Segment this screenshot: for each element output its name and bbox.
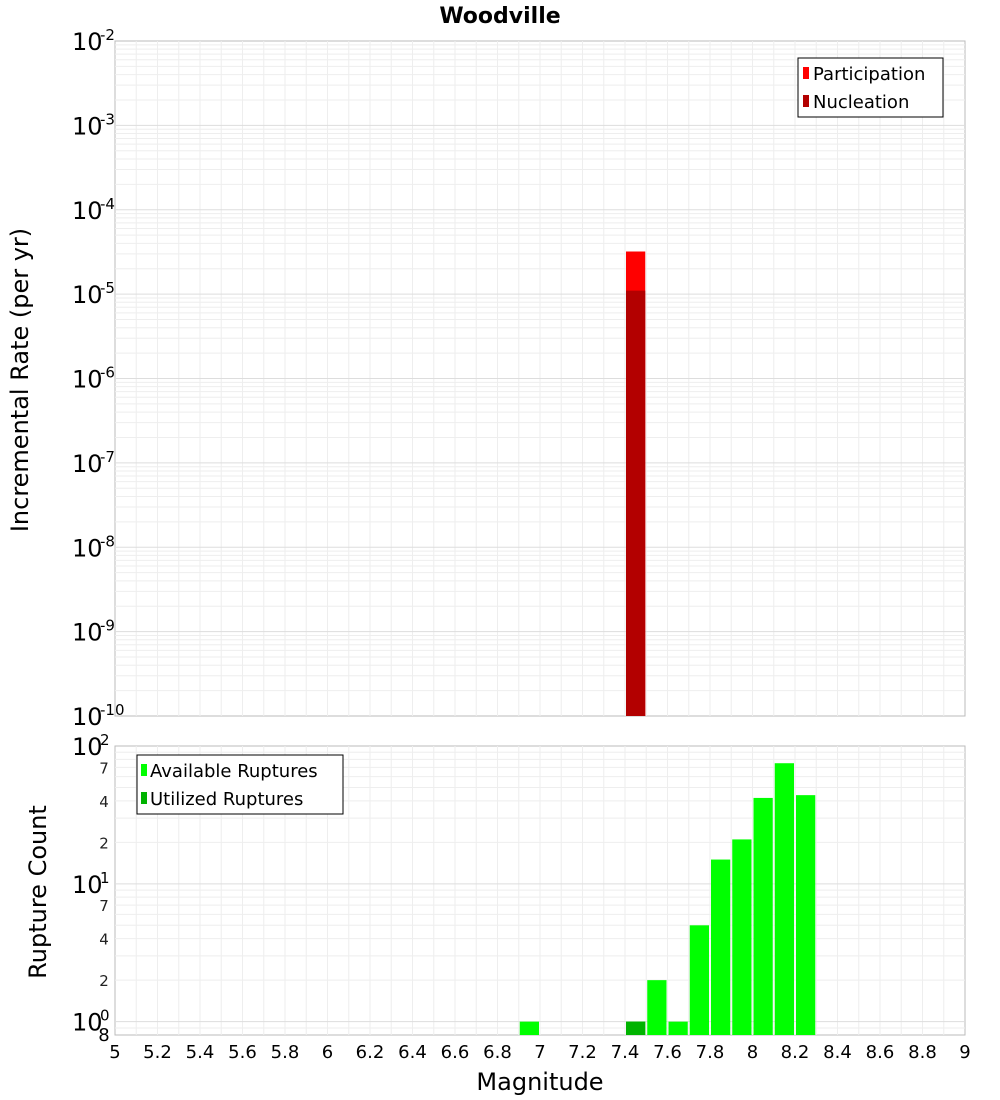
top-y-tick-base: 10 xyxy=(72,450,103,478)
x-tick-label: 5.2 xyxy=(143,1042,172,1063)
bottom-y-minor-tick-label: 4 xyxy=(99,793,109,811)
x-tick-label: 7.8 xyxy=(696,1042,725,1063)
bottom-bar-available-ruptures-7 xyxy=(753,797,773,1035)
top-y-tick-base: 10 xyxy=(72,366,103,394)
bottom-y-minor-tick-label: 2 xyxy=(99,972,109,990)
x-tick-label: 7 xyxy=(534,1042,545,1063)
bottom-bar-available-ruptures-4 xyxy=(689,925,709,1035)
bottom-y-minor-tick-label: 2 xyxy=(99,834,109,852)
bottom-y-axis-label: Rupture Count xyxy=(24,805,52,979)
x-tick-label: 8.8 xyxy=(908,1042,937,1063)
bottom-y-tick-base: 10 xyxy=(72,1009,103,1037)
bottom-bar-available-ruptures-6 xyxy=(732,839,752,1035)
top-y-tick-exponent: -5 xyxy=(100,279,115,297)
top-y-tick-exponent: -6 xyxy=(100,364,115,382)
x-tick-label: 7.4 xyxy=(611,1042,640,1063)
top-y-tick-labels: 10-210-310-410-510-610-710-810-910-10 xyxy=(72,26,125,731)
bottom-bar-available-ruptures-9 xyxy=(796,795,816,1035)
bottom-grid xyxy=(115,746,965,1035)
top-legend: Participation Nucleation xyxy=(797,57,944,118)
top-y-tick-base: 10 xyxy=(72,619,103,647)
bottom-bar-available-ruptures-2 xyxy=(647,980,667,1035)
bottom-legend: Available Ruptures Utilized Ruptures xyxy=(136,754,344,815)
bottom-bars xyxy=(519,763,816,1035)
bottom-y-minor-tick-label: 7 xyxy=(99,897,109,915)
legend-label-utilized: Utilized Ruptures xyxy=(150,789,303,810)
bottom-bar-available-ruptures-3 xyxy=(668,1021,688,1035)
x-tick-label: 5.6 xyxy=(228,1042,257,1063)
top-y-tick-base: 10 xyxy=(72,703,103,731)
top-legend-box xyxy=(797,57,944,118)
top-y-tick-base: 10 xyxy=(72,112,103,140)
top-y-tick-base: 10 xyxy=(72,197,103,225)
top-y-tick-exponent: -10 xyxy=(100,701,125,719)
top-y-tick-exponent: -2 xyxy=(100,26,115,44)
top-y-tick-exponent: -9 xyxy=(100,617,115,635)
bottom-y-minor-tick-label: 7 xyxy=(99,759,109,777)
top-bars xyxy=(626,251,646,716)
x-tick-label: 8.2 xyxy=(781,1042,810,1063)
bottom-legend-box xyxy=(136,754,344,815)
legend-label-available: Available Ruptures xyxy=(150,761,318,782)
bottom-y-tick-base: 10 xyxy=(72,871,103,899)
top-y-tick-base: 10 xyxy=(72,534,103,562)
x-tick-label: 6.6 xyxy=(441,1042,470,1063)
bottom-y-tick-exponent: 2 xyxy=(100,731,110,749)
x-axis-label: Magnitude xyxy=(476,1068,603,1096)
top-grid xyxy=(115,41,965,716)
x-tick-label: 6.4 xyxy=(398,1042,427,1063)
legend-swatch-participation xyxy=(803,67,809,79)
x-tick-label: 8 xyxy=(747,1042,758,1063)
bottom-y-tick-exponent: 1 xyxy=(100,869,110,887)
top-bar-nucleation-0 xyxy=(626,290,646,716)
bottom-bar-available-ruptures-5 xyxy=(711,859,731,1035)
x-tick-label: 7.2 xyxy=(568,1042,597,1063)
legend-label-participation: Participation xyxy=(813,64,925,85)
top-y-tick-base: 10 xyxy=(72,281,103,309)
x-tick-label: 8.4 xyxy=(823,1042,852,1063)
x-tick-label: 8.6 xyxy=(866,1042,895,1063)
top-y-tick-exponent: -7 xyxy=(100,448,115,466)
legend-swatch-nucleation xyxy=(803,95,809,107)
bottom-y-tick-base: 10 xyxy=(72,733,103,761)
top-y-tick-base: 10 xyxy=(72,28,103,56)
top-y-tick-exponent: -4 xyxy=(100,195,115,213)
top-y-tick-exponent: -8 xyxy=(100,532,115,550)
legend-swatch-available xyxy=(141,764,147,776)
chart-title: Woodville xyxy=(439,4,560,29)
x-tick-label: 6.2 xyxy=(356,1042,385,1063)
bottom-y-minor-tick-label: 8 xyxy=(98,1025,109,1046)
x-tick-labels: 5 5.2 5.4 5.6 5.8 6 6.2 6.4 6.6 6.8 7 7.2 7.4 7.6 7.8 8… xyxy=(109,1042,970,1063)
bottom-y-minor-tick-label: 4 xyxy=(99,931,109,949)
x-tick-label: 7.6 xyxy=(653,1042,682,1063)
x-tick-label: 5.4 xyxy=(186,1042,215,1063)
top-y-tick-exponent: -3 xyxy=(100,110,115,128)
x-tick-label: 5.8 xyxy=(271,1042,300,1063)
bottom-bar-available-ruptures-0 xyxy=(519,1021,539,1035)
legend-label-nucleation: Nucleation xyxy=(813,92,909,113)
x-tick-label: 6.8 xyxy=(483,1042,512,1063)
x-tick-label: 9 xyxy=(959,1042,970,1063)
legend-swatch-utilized xyxy=(141,792,147,804)
top-y-axis-label: Incremental Rate (per yr) xyxy=(6,228,34,532)
top-plot-panel: 10-210-310-410-510-610-710-810-910-10 In… xyxy=(6,26,966,731)
x-tick-label: 6 xyxy=(322,1042,333,1063)
bottom-y-tick-exponent: 0 xyxy=(100,1007,110,1025)
bottom-bar-utilized-ruptures-0 xyxy=(626,1021,646,1035)
bottom-bar-available-ruptures-8 xyxy=(774,763,794,1035)
x-tick-label: 5 xyxy=(109,1042,120,1063)
